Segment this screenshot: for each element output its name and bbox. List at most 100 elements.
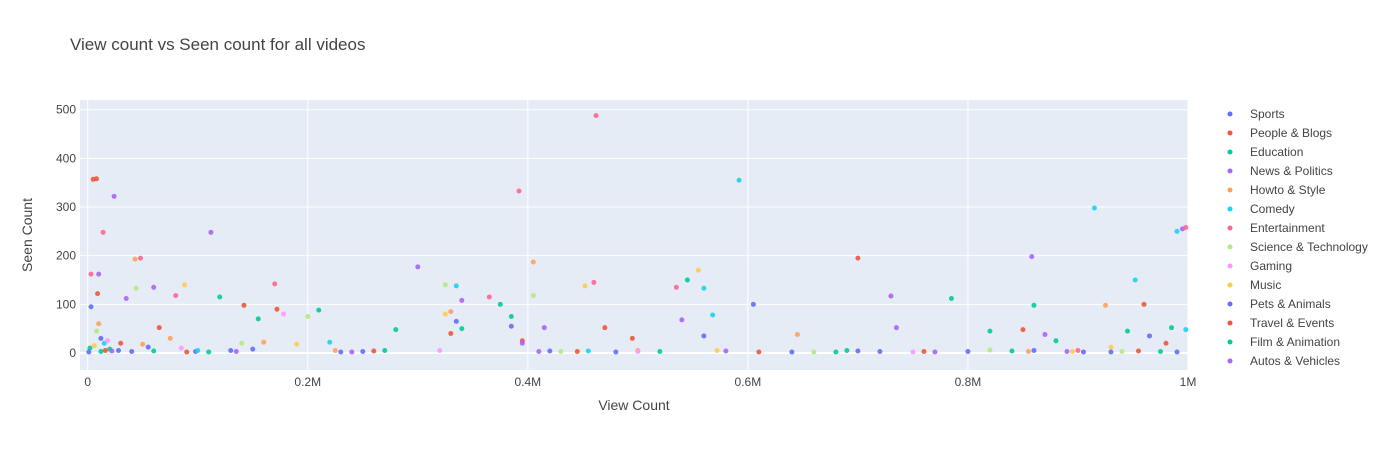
data-point [1031,348,1037,354]
legend-item[interactable]: News & Politics [1227,164,1333,178]
legend-marker [1227,111,1233,117]
legend-item[interactable]: Film & Animation [1227,335,1341,349]
data-point [486,294,492,300]
data-point [1119,349,1125,355]
legend-item[interactable]: Travel & Events [1227,316,1335,330]
legend-marker [1227,168,1233,174]
data-point [1124,328,1130,334]
legend-item[interactable]: Science & Technology [1227,240,1368,254]
data-point [516,188,522,194]
data-point [132,256,138,262]
data-point [316,307,322,313]
data-point [173,293,179,299]
data-point [393,327,399,333]
data-point [629,335,635,341]
data-point [1031,302,1037,308]
legend-item[interactable]: Autos & Vehicles [1227,354,1341,368]
data-point [756,349,762,355]
legend-item[interactable]: Comedy [1227,202,1295,216]
data-point [87,345,93,351]
data-point [111,193,117,199]
legend[interactable]: Sports People & Blogs Education News & Poli… [1227,107,1368,368]
data-point [151,284,157,290]
legend-item[interactable]: Music [1227,278,1282,292]
data-point [102,348,108,354]
data-point [855,348,861,354]
data-point [750,301,756,307]
legend-label: Science & Technology [1250,240,1368,254]
data-point [508,323,514,329]
data-point [88,271,94,277]
y-tick-label: 300 [56,200,76,214]
data-point [695,267,701,273]
legend-label: Gaming [1250,259,1292,273]
legend-item[interactable]: Education [1227,145,1304,159]
data-point [182,282,188,288]
chart-title: View count vs Seen count for all videos [70,35,365,54]
data-point [239,340,245,346]
data-point [602,325,608,331]
legend-item[interactable]: Howto & Style [1227,183,1326,197]
data-points [86,113,1189,355]
data-point [591,279,597,285]
data-point [888,293,894,299]
data-point [1174,228,1180,234]
data-point [1025,349,1031,355]
data-point [508,313,514,319]
data-point [1168,325,1174,331]
data-point [657,349,663,355]
data-point [673,284,679,290]
x-tick-label: 1M [1180,375,1197,389]
legend-marker [1227,263,1233,269]
data-point [349,349,355,355]
data-point [437,348,443,354]
x-tick-label: 0.6M [735,375,762,389]
data-point [855,255,861,261]
data-point [1029,254,1035,260]
legend-label: Music [1250,278,1281,292]
data-point [1183,327,1189,333]
data-point [98,335,104,341]
data-point [459,297,465,303]
data-point [250,346,256,352]
legend-label: Film & Animation [1250,335,1340,349]
data-point [133,285,139,291]
data-point [281,311,287,317]
data-point [1020,327,1026,333]
x-tick-label: 0.8M [955,375,982,389]
data-point [261,339,267,345]
data-point [497,301,503,307]
data-point [145,344,151,350]
y-axis-ticks: 0 100 200 300 400 500 [56,103,76,360]
legend-marker [1227,244,1233,250]
data-point [1108,349,1114,355]
legend-label: Comedy [1250,202,1295,216]
data-point [1069,349,1075,355]
data-point [1102,302,1108,308]
legend-marker [1227,339,1233,345]
data-point [1075,348,1081,354]
data-point [541,325,547,331]
data-point [140,341,146,347]
data-point [255,316,261,322]
y-tick-label: 500 [56,103,76,117]
legend-item[interactable]: Sports [1227,107,1285,121]
data-point [327,339,333,345]
legend-item[interactable]: People & Blogs [1227,126,1333,140]
legend-item[interactable]: Gaming [1227,259,1293,273]
data-point [530,293,536,299]
data-point [206,349,212,355]
data-point [833,349,839,355]
data-point [1009,348,1015,354]
data-point [1146,333,1152,339]
data-point [1132,277,1138,283]
data-point [613,349,619,355]
data-point [558,349,564,355]
x-tick-label: 0.4M [514,375,541,389]
data-point [910,349,916,355]
legend-item[interactable]: Entertainment [1227,221,1326,235]
legend-item[interactable]: Pets & Animals [1227,297,1331,311]
data-point [184,349,190,355]
data-point [167,335,173,341]
plot-area [80,100,1188,370]
